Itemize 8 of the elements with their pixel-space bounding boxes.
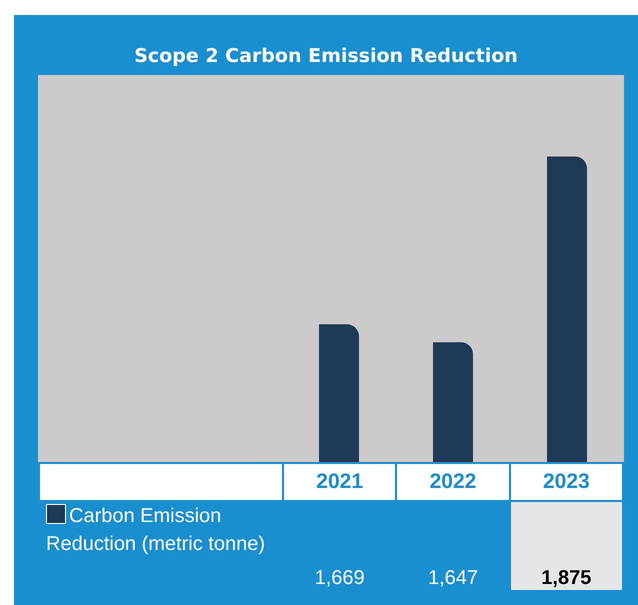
x-tick-label: 2021 (283, 463, 396, 501)
chart-title: Scope 2 Carbon Emission Reduction (133, 45, 519, 67)
x-tick-label: 2022 (396, 463, 510, 501)
legend-label: Carbon Emission Reduction (metric tonne) (39, 501, 283, 591)
data-label: 1,647 (396, 501, 510, 591)
x-tick-label: 2023 (510, 463, 623, 501)
data-label: 1,669 (283, 501, 396, 591)
data-label: 1,875 (510, 501, 623, 591)
